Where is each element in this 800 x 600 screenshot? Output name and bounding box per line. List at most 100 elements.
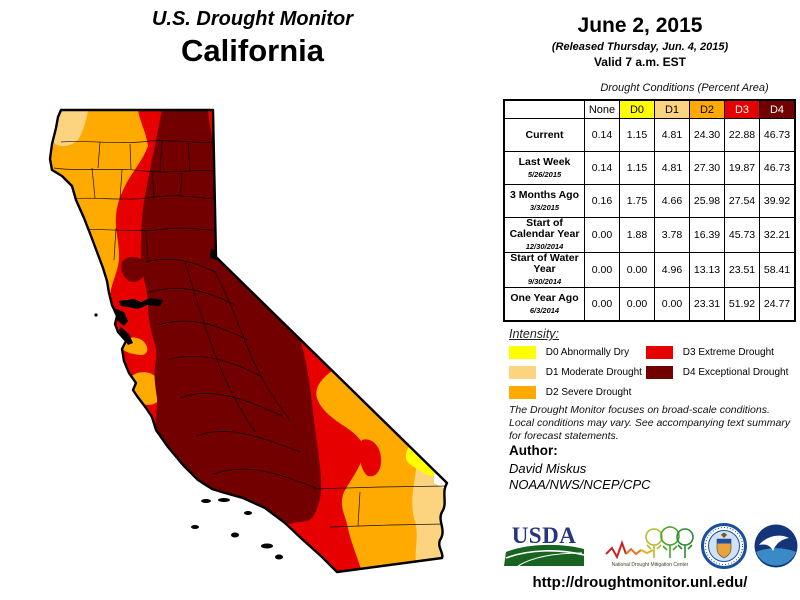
cell-value: 25.98 <box>689 184 725 218</box>
cell-value: 58.41 <box>759 252 796 288</box>
row-date: 5/26/2015 <box>527 169 562 179</box>
report-title: U.S. Drought Monitor <box>151 8 354 30</box>
cell-value: 19.87 <box>724 151 760 185</box>
map-region-d1-northwest-corner <box>52 110 88 147</box>
row-label: 3 Months Ago 3/3/2015 <box>503 184 585 218</box>
col-header-d1: D1 <box>654 99 690 119</box>
table-row: 3 Months Ago 3/3/2015 0.16 1.75 4.66 25.9… <box>503 184 796 218</box>
col-header-none: None <box>584 99 620 119</box>
legend-item-d2: D2 Severe Drought <box>509 386 631 399</box>
report-date: June 2, 2015 <box>577 14 703 37</box>
cell-value: 46.73 <box>759 151 796 185</box>
col-header-d0: D0 <box>619 99 655 119</box>
col-header-d2: D2 <box>689 99 725 119</box>
cell-value: 1.75 <box>619 184 655 218</box>
usda-logo: USDA <box>504 523 585 567</box>
table-row: Last Week 5/26/2015 0.14 1.15 4.81 27.30 … <box>503 151 796 185</box>
cell-value: 23.31 <box>689 287 725 322</box>
cell-value: 27.30 <box>689 151 725 185</box>
cell-value: 39.92 <box>759 184 796 218</box>
cell-value: 4.66 <box>654 184 690 218</box>
disclaimer-line: Local conditions may vary. See accompany… <box>509 417 791 429</box>
map-region-d4-marin <box>121 256 146 283</box>
date-block: June 2, 2015 (Released Thursday, Jun. 4,… <box>480 14 800 69</box>
disclaimer-line: The Drought Monitor focuses on broad-sca… <box>509 404 770 416</box>
row-label: Start of Calendar Year 12/30/2014 <box>503 217 585 253</box>
site-url[interactable]: http://droughtmonitor.unl.edu/ <box>532 574 748 591</box>
row-date: 6/3/2014 <box>529 305 560 315</box>
cell-value: 23.51 <box>724 252 760 288</box>
release-date: (Released Thursday, Jun. 4, 2015) <box>551 41 729 53</box>
row-date: 12/30/2014 <box>525 242 564 251</box>
california-drought-map <box>48 108 449 574</box>
cell-value: 0.00 <box>584 287 620 322</box>
page-title: California <box>181 33 324 68</box>
legend-heading: Intensity: <box>509 327 560 341</box>
row-date: 3/3/2015 <box>529 202 560 212</box>
legend-item-d4: D4 Exceptional Drought <box>646 366 788 379</box>
legend-label: D3 Extreme Drought <box>682 347 774 358</box>
cell-value: 13.13 <box>689 252 725 288</box>
legend-item-d0: D0 Abnormally Dry <box>509 346 629 359</box>
author-name: David Miskus <box>509 461 587 476</box>
cell-value: 0.00 <box>619 252 655 288</box>
row-label: Current <box>503 118 585 152</box>
title-block: U.S. Drought Monitor California <box>0 8 505 69</box>
cell-value: 24.30 <box>689 118 725 152</box>
col-header-d3: D3 <box>724 99 760 119</box>
row-label: Last Week 5/26/2015 <box>503 151 585 185</box>
commerce-seal <box>701 523 747 569</box>
cell-value: 0.16 <box>584 184 620 218</box>
noaa-seal <box>754 524 798 568</box>
cell-value: 27.54 <box>724 184 760 218</box>
table-row: Start of Water Year 9/30/2014 0.00 0.00 4… <box>503 252 796 288</box>
cell-value: 16.39 <box>689 217 725 253</box>
cell-value: 1.15 <box>619 118 655 152</box>
cell-value: 51.92 <box>724 287 760 322</box>
ndmc-logo-text: National Drought Mitigation Center <box>612 562 689 568</box>
row-label: One Year Ago 6/3/2014 <box>503 287 585 322</box>
map-region-d1-east-strip <box>392 424 447 570</box>
cell-value: 32.21 <box>759 217 796 253</box>
cell-value: 0.00 <box>584 217 620 253</box>
cell-value: 45.73 <box>724 217 760 253</box>
table-row: Current 0.14 1.15 4.81 24.30 22.88 46.73 <box>503 118 796 152</box>
table-row: One Year Ago 6/3/2014 0.00 0.00 0.00 23.3… <box>503 287 796 322</box>
d3-swatch <box>646 346 673 359</box>
legend-label: D4 Exceptional Drought <box>682 367 789 378</box>
cell-value: 0.00 <box>619 287 655 322</box>
cell-value: 22.88 <box>724 118 760 152</box>
legend-label: D1 Moderate Drought <box>545 367 642 378</box>
drought-conditions-table: None D0 D1 D2 D3 D4 Current 0.14 1.15 4.… <box>503 99 796 322</box>
author-org: NOAA/NWS/NCEP/CPC <box>509 477 651 492</box>
cell-value: 0.00 <box>584 252 620 288</box>
cell-value: 1.15 <box>619 151 655 185</box>
col-header-d4: D4 <box>759 99 796 119</box>
d0-swatch <box>509 346 536 359</box>
cell-value: 1.88 <box>619 217 655 253</box>
cell-value: 4.96 <box>654 252 690 288</box>
d1-swatch <box>509 366 536 379</box>
ndmc-logo: National Drought Mitigation Center <box>605 526 694 568</box>
ndmc-tree <box>676 528 694 558</box>
cell-value: 0.00 <box>654 287 690 322</box>
author-heading: Author: <box>509 443 558 458</box>
table-caption: Drought Conditions (Percent Area) <box>600 82 769 94</box>
legend-item-d1: D1 Moderate Drought <box>509 366 642 379</box>
d2-swatch <box>509 386 536 399</box>
cell-value: 0.14 <box>584 151 620 185</box>
legend-label: D0 Abnormally Dry <box>545 347 630 358</box>
cell-value: 24.77 <box>759 287 796 322</box>
cell-value: 4.81 <box>654 118 690 152</box>
table-header-row: None D0 D1 D2 D3 D4 <box>504 99 796 119</box>
map-region-d3-finger <box>359 439 382 477</box>
table-row: Start of Calendar Year 12/30/2014 0.00 1.… <box>503 217 796 253</box>
valid-time: Valid 7 a.m. EST <box>593 55 687 69</box>
legend-item-d3: D3 Extreme Drought <box>646 346 774 359</box>
map-region-d4-central <box>140 110 322 524</box>
legend-label: D2 Severe Drought <box>545 387 632 398</box>
row-label: Start of Water Year 9/30/2014 <box>503 252 585 288</box>
d4-swatch <box>646 366 673 379</box>
channel-islands <box>94 313 283 560</box>
